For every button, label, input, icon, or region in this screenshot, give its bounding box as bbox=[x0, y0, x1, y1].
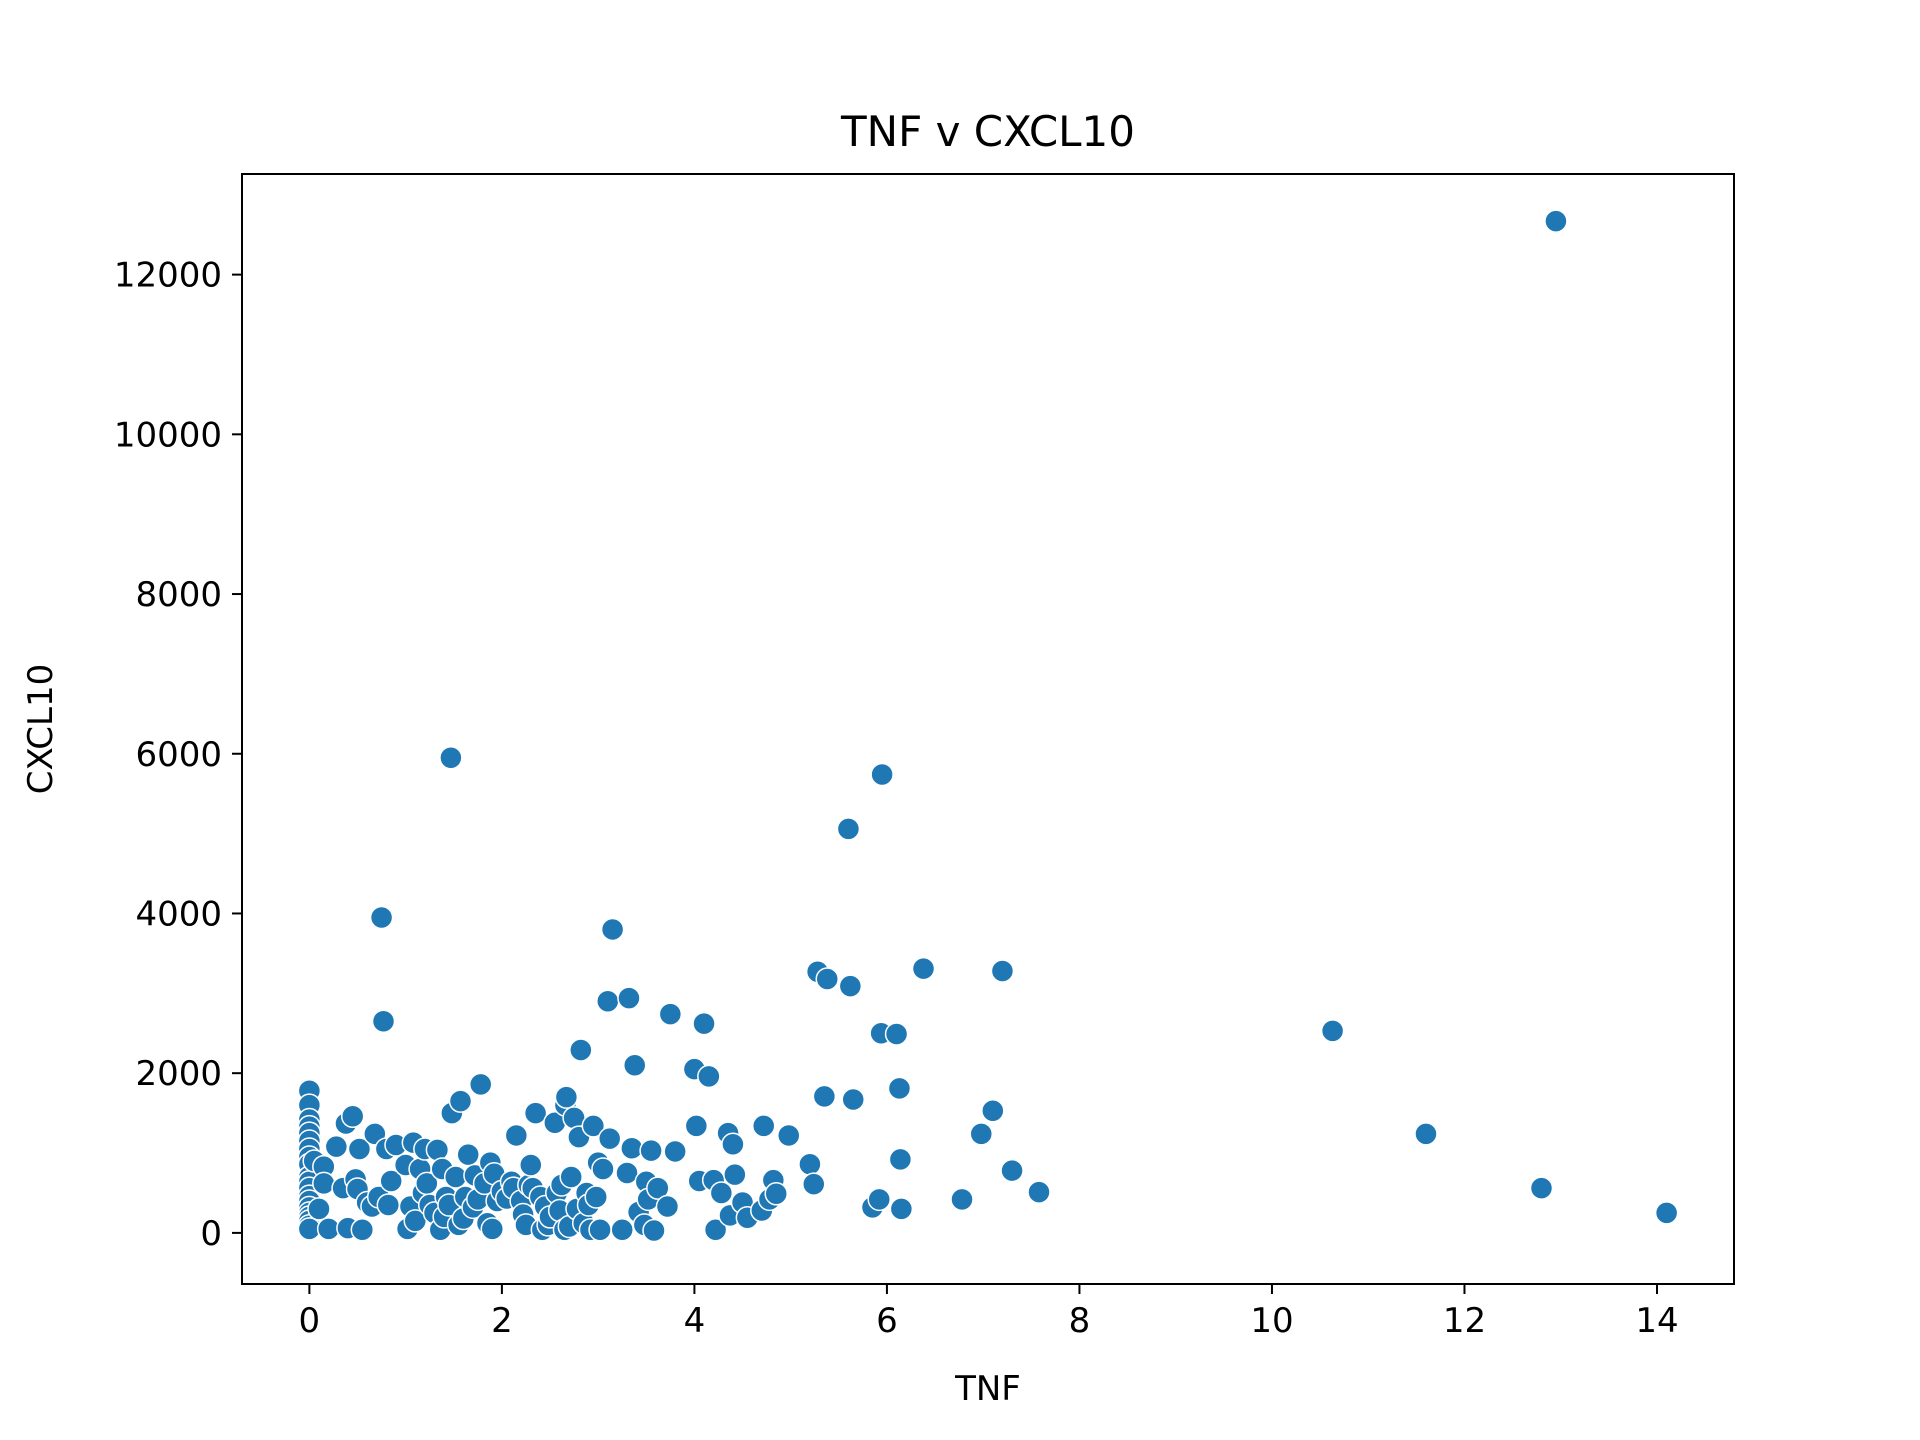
data-point bbox=[456, 1142, 480, 1167]
data-point bbox=[591, 1157, 615, 1181]
data-point bbox=[838, 974, 863, 998]
data-point bbox=[911, 956, 936, 981]
y-tick-label: 10000 bbox=[114, 415, 222, 455]
data-point bbox=[448, 1089, 473, 1113]
data-point bbox=[615, 1161, 639, 1185]
data-point bbox=[620, 1136, 644, 1160]
plot-area-frame bbox=[241, 173, 1735, 1285]
x-tick-label: 8 bbox=[1069, 1301, 1091, 1341]
data-point bbox=[347, 1137, 372, 1161]
data-point bbox=[554, 1085, 579, 1109]
data-point bbox=[646, 1176, 670, 1200]
data-point bbox=[639, 1138, 663, 1163]
x-axis-label: TNF bbox=[954, 1369, 1021, 1409]
data-point bbox=[1320, 1019, 1345, 1043]
x-tick-label: 2 bbox=[491, 1301, 513, 1341]
data-point bbox=[703, 1217, 728, 1242]
data-point bbox=[658, 1002, 683, 1026]
data-point bbox=[324, 1134, 349, 1159]
data-point bbox=[1529, 1176, 1554, 1200]
y-tick-label: 6000 bbox=[135, 735, 222, 775]
data-point bbox=[439, 745, 463, 770]
chart-title: TNF v CXCL10 bbox=[840, 107, 1135, 156]
data-point bbox=[642, 1218, 666, 1243]
data-point bbox=[969, 1122, 994, 1146]
data-point bbox=[480, 1217, 505, 1241]
data-point bbox=[569, 1038, 593, 1062]
data-point bbox=[723, 1162, 747, 1187]
data-point bbox=[622, 1053, 647, 1077]
data-point bbox=[1027, 1180, 1051, 1204]
y-tick-label: 0 bbox=[200, 1214, 222, 1254]
data-point bbox=[559, 1165, 583, 1189]
data-point bbox=[425, 1138, 450, 1162]
data-point bbox=[887, 1076, 912, 1101]
data-point bbox=[350, 1217, 375, 1242]
data-point bbox=[981, 1098, 1005, 1123]
data-point bbox=[584, 1185, 608, 1209]
data-point bbox=[523, 1101, 548, 1125]
data-point bbox=[519, 1153, 543, 1177]
data-point bbox=[692, 1011, 716, 1036]
data-point bbox=[379, 1169, 403, 1193]
data-point bbox=[684, 1114, 709, 1138]
y-tick-label: 12000 bbox=[114, 256, 222, 296]
data-point bbox=[697, 1064, 721, 1089]
y-tick-label: 4000 bbox=[135, 894, 222, 934]
data-point bbox=[663, 1139, 687, 1164]
y-tick-label: 2000 bbox=[135, 1054, 222, 1094]
data-point bbox=[468, 1072, 493, 1097]
data-point bbox=[709, 1181, 734, 1205]
data-points bbox=[297, 209, 1679, 1243]
x-tick-label: 6 bbox=[876, 1301, 898, 1341]
data-point bbox=[867, 1187, 891, 1212]
data-point bbox=[764, 1182, 788, 1206]
data-point bbox=[1000, 1158, 1024, 1183]
x-tick-label: 4 bbox=[684, 1301, 706, 1341]
x-axis-ticks: 0 2 4 6 8 10 12 14 bbox=[299, 1284, 1679, 1341]
y-axis-ticks: 0 2000 4000 6000 8000 10000 12000 bbox=[114, 256, 242, 1254]
data-point bbox=[371, 1009, 396, 1034]
x-tick-label: 12 bbox=[1443, 1301, 1486, 1341]
data-point bbox=[798, 1152, 822, 1176]
data-point bbox=[841, 1087, 865, 1112]
y-tick-label: 8000 bbox=[135, 575, 222, 615]
data-point bbox=[751, 1114, 776, 1138]
data-point bbox=[1414, 1122, 1438, 1146]
data-point bbox=[369, 905, 394, 930]
data-point bbox=[950, 1187, 974, 1212]
x-tick-label: 0 bbox=[299, 1301, 321, 1341]
data-point bbox=[610, 1217, 634, 1242]
data-point bbox=[815, 967, 839, 991]
data-point bbox=[504, 1123, 529, 1148]
data-point bbox=[597, 1126, 622, 1151]
y-axis-label: CXCL10 bbox=[21, 664, 61, 795]
data-point bbox=[721, 1132, 745, 1157]
x-tick-label: 14 bbox=[1635, 1301, 1678, 1341]
data-point bbox=[870, 762, 894, 787]
data-point bbox=[802, 1172, 826, 1196]
data-point bbox=[888, 1147, 913, 1172]
data-point bbox=[600, 917, 625, 942]
data-point bbox=[1654, 1201, 1679, 1225]
data-point bbox=[776, 1123, 801, 1148]
data-point bbox=[884, 1022, 909, 1046]
data-point bbox=[617, 986, 641, 1010]
data-point bbox=[836, 817, 861, 841]
data-point bbox=[889, 1197, 914, 1221]
data-point bbox=[655, 1194, 680, 1219]
data-point bbox=[581, 1114, 606, 1138]
data-point bbox=[990, 959, 1015, 983]
data-point bbox=[1544, 209, 1568, 233]
data-point bbox=[376, 1193, 401, 1217]
data-point bbox=[340, 1104, 365, 1129]
data-point bbox=[812, 1084, 837, 1109]
x-tick-label: 10 bbox=[1250, 1301, 1293, 1341]
data-point bbox=[307, 1197, 331, 1221]
data-point bbox=[596, 989, 620, 1014]
data-point bbox=[312, 1171, 336, 1196]
data-point bbox=[588, 1217, 612, 1242]
